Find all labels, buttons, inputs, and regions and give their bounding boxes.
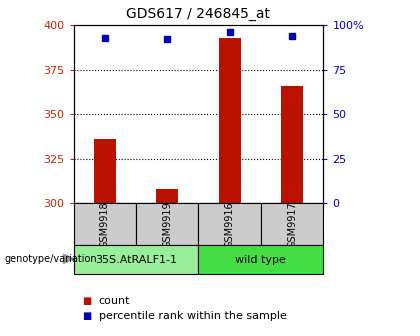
Polygon shape	[63, 254, 74, 263]
Text: 35S.AtRALF1-1: 35S.AtRALF1-1	[95, 255, 177, 264]
Text: GSM9916: GSM9916	[225, 201, 235, 248]
Bar	[74, 203, 136, 245]
Text: GSM9919: GSM9919	[162, 201, 172, 248]
Bar	[94, 139, 116, 203]
Bar	[136, 203, 199, 245]
Bar	[281, 86, 303, 203]
Title: GDS617 / 246845_at: GDS617 / 246845_at	[126, 7, 270, 22]
Bar	[261, 203, 323, 245]
Bar	[199, 245, 323, 274]
Text: percentile rank within the sample: percentile rank within the sample	[99, 311, 286, 321]
Text: genotype/variation: genotype/variation	[4, 254, 97, 264]
Text: wild type: wild type	[236, 255, 286, 264]
Bar	[219, 38, 241, 203]
Text: count: count	[99, 296, 130, 306]
Bar	[156, 189, 178, 203]
Text: ■: ■	[82, 296, 91, 306]
Text: GSM9918: GSM9918	[100, 201, 110, 248]
Text: ■: ■	[82, 311, 91, 321]
Text: GSM9917: GSM9917	[287, 201, 297, 248]
Bar	[74, 245, 199, 274]
Bar	[199, 203, 261, 245]
